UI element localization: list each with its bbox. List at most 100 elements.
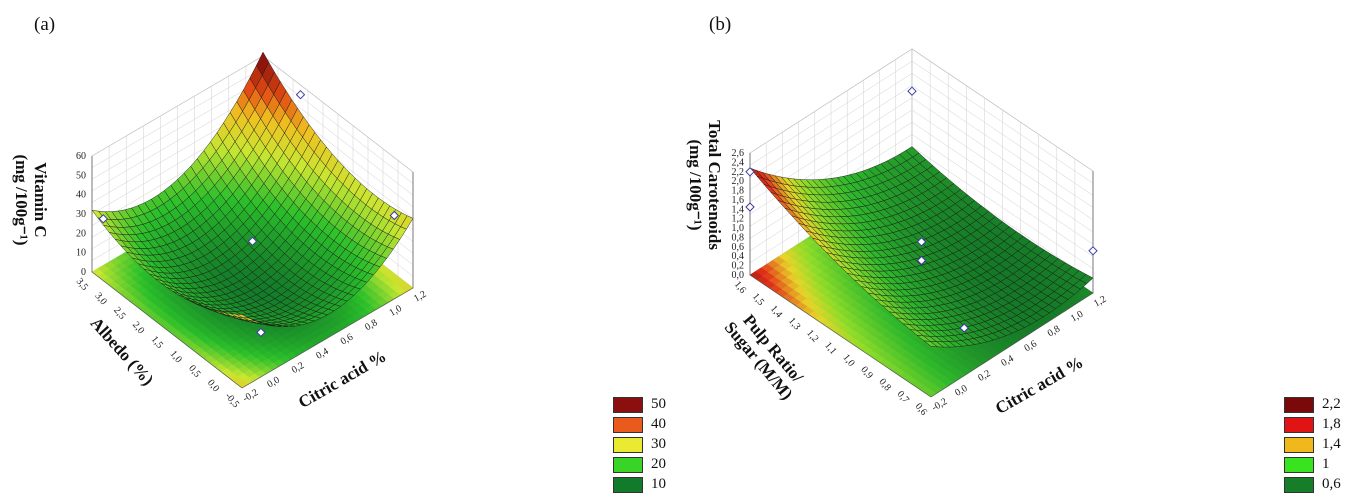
y-tick-label: 0,6 bbox=[913, 401, 929, 418]
y-tick-label: 1,6 bbox=[732, 279, 748, 296]
data-point bbox=[745, 167, 755, 177]
legend-label: 40 bbox=[651, 416, 666, 432]
data-point bbox=[959, 323, 969, 333]
z-axis-title: Vitamin C(mg /100g⁻¹) bbox=[12, 154, 50, 245]
grid-line bbox=[749, 60, 913, 166]
z-tick-label: 0,4 bbox=[732, 251, 745, 262]
grid-line bbox=[911, 97, 1094, 221]
legend-label: 2,2 bbox=[1322, 396, 1341, 412]
legend-item: 2,2 bbox=[1284, 396, 1354, 413]
grid-line bbox=[911, 85, 1094, 208]
legend-swatch bbox=[613, 437, 643, 453]
x-axis-title-line: Citric acid % bbox=[295, 346, 390, 412]
grid-line bbox=[749, 48, 913, 154]
legend-label: 1,4 bbox=[1322, 436, 1341, 452]
z-tick-label: 2,0 bbox=[732, 176, 745, 187]
z-tick-label: 1,0 bbox=[732, 223, 745, 234]
legend-swatch bbox=[1284, 397, 1314, 413]
z-tick-label: 0,8 bbox=[732, 232, 745, 243]
z-tick-label: 50 bbox=[76, 170, 86, 181]
panel-label-a: (a) bbox=[34, 14, 56, 35]
data-point bbox=[745, 202, 755, 212]
legend-label: 10 bbox=[651, 476, 666, 492]
x-tick-label: 1,0 bbox=[388, 303, 404, 319]
y-tick-label: 3,0 bbox=[92, 291, 108, 308]
y-tick-label: 1,3 bbox=[786, 316, 802, 333]
grid-line bbox=[911, 109, 1094, 233]
z-axis-title: Total Carotenoids(mg /100g⁻¹) bbox=[686, 120, 724, 250]
surface-plot-a: -0,20,00,20,40,60,81,01,2-0,50,00,51,01,… bbox=[12, 51, 428, 412]
y-tick-label: 0,0 bbox=[205, 378, 221, 395]
x-tick-label: 0,4 bbox=[999, 353, 1015, 369]
legend-item: 1,4 bbox=[1284, 436, 1354, 453]
legend-swatch bbox=[1284, 457, 1314, 473]
z-axis-title-line: (mg /100g⁻¹) bbox=[12, 154, 31, 245]
legend-label: 20 bbox=[651, 456, 666, 472]
legend-swatch bbox=[1284, 417, 1314, 433]
surface-cell bbox=[923, 340, 938, 348]
x-tick-label: 0,8 bbox=[363, 317, 379, 333]
surface-plot-b: -0,20,00,20,40,60,81,01,20,60,70,80,91,0… bbox=[686, 48, 1108, 418]
y-axis-title: Albedo (%) bbox=[87, 314, 158, 390]
z-tick-label: 1,4 bbox=[732, 204, 745, 215]
y-tick-label: -0,5 bbox=[223, 391, 242, 410]
legend-swatch bbox=[613, 477, 643, 493]
z-tick-label: 0,6 bbox=[732, 242, 745, 253]
y-tick-label: 1,0 bbox=[840, 352, 856, 369]
grid-line bbox=[91, 67, 264, 168]
legend-item: 0,6 bbox=[1284, 476, 1354, 493]
data-point bbox=[98, 214, 109, 224]
y-tick-label: 0,7 bbox=[895, 389, 911, 406]
z-axis-title-line: Total Carotenoids bbox=[705, 120, 724, 250]
data-point bbox=[389, 210, 400, 221]
y-tick-label: 1,5 bbox=[149, 334, 165, 351]
z-tick-label: 60 bbox=[76, 151, 86, 162]
y-tick-label: 2,0 bbox=[130, 320, 146, 337]
legend-swatch bbox=[613, 457, 643, 473]
box-edge bbox=[930, 292, 1094, 398]
z-tick-label: 1,2 bbox=[732, 214, 745, 225]
z-tick-label: 1,8 bbox=[732, 186, 745, 197]
data-point bbox=[907, 86, 917, 96]
x-tick-label: 1,0 bbox=[1069, 309, 1085, 325]
data-point bbox=[256, 327, 266, 338]
x-tick-label: -0,2 bbox=[241, 387, 260, 404]
data-point bbox=[916, 237, 927, 247]
grid-line bbox=[911, 60, 1094, 184]
grid-line bbox=[91, 78, 264, 180]
x-tick-label: 0,6 bbox=[339, 332, 355, 348]
x-tick-label: 0,0 bbox=[265, 375, 281, 391]
z-axis-title-line: (mg /100g⁻¹) bbox=[686, 139, 705, 230]
grid-line bbox=[262, 55, 414, 173]
y-tick-label: 1,5 bbox=[750, 291, 766, 308]
z-tick-label: 20 bbox=[76, 228, 86, 239]
grid-line bbox=[91, 55, 264, 157]
y-tick-label: 0,9 bbox=[858, 364, 874, 381]
data-point bbox=[247, 236, 258, 247]
y-tick-label: 1,4 bbox=[768, 303, 784, 320]
x-tick-label: 1,2 bbox=[1092, 294, 1108, 310]
surface-cell bbox=[236, 313, 249, 319]
grid-line bbox=[911, 73, 1094, 196]
legend-label: 30 bbox=[651, 436, 666, 452]
legend-label: 50 bbox=[651, 396, 666, 412]
x-tick-label: 0,8 bbox=[1046, 324, 1062, 340]
legend-item: 50 bbox=[613, 396, 693, 413]
chart-panel-a: (a) -0,2 0,0 0,2 0,4 0,6 0,8 1,0 1,2 -0,5 0,0 0,5 1… bbox=[12, 14, 666, 493]
x-tick-label: 0,2 bbox=[976, 368, 992, 384]
legend-item: 1,8 bbox=[1284, 416, 1354, 433]
z-tick-label: 10 bbox=[76, 248, 86, 259]
legend-swatch bbox=[613, 397, 643, 413]
z-tick-label: 0 bbox=[81, 267, 86, 278]
legend-swatch bbox=[1284, 437, 1314, 453]
grid-line bbox=[911, 48, 1094, 172]
z-tick-label: 2,4 bbox=[732, 157, 745, 168]
grid-line bbox=[262, 67, 414, 184]
legend-swatch bbox=[613, 417, 643, 433]
z-tick-label: 2,6 bbox=[732, 148, 745, 159]
x-axis-title: Citric acid % bbox=[295, 346, 390, 412]
x-tick-label: -0,2 bbox=[930, 396, 949, 413]
x-tick-label: 1,2 bbox=[412, 289, 428, 305]
legend-label: 0,6 bbox=[1322, 476, 1341, 492]
legend-label: 1,8 bbox=[1322, 416, 1341, 432]
